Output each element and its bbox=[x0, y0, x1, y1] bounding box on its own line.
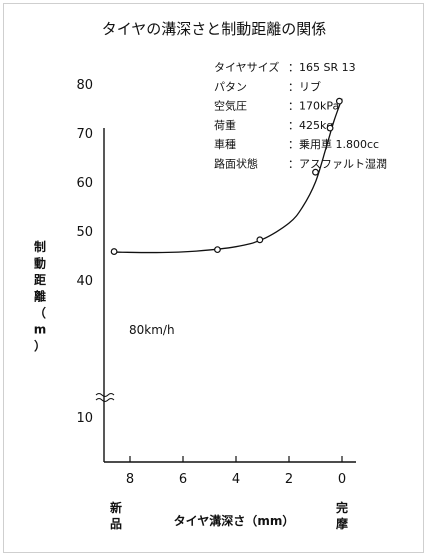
x-tick-label: 0 bbox=[338, 472, 346, 487]
data-point bbox=[110, 248, 118, 255]
chart-frame bbox=[3, 3, 424, 553]
x-tick-label: 6 bbox=[179, 472, 187, 487]
spec-value: ：165 SR 13 bbox=[288, 61, 356, 74]
axis-break-icon bbox=[95, 393, 115, 402]
trend-curve bbox=[114, 98, 343, 254]
spec-key: 路面状態 bbox=[214, 157, 258, 171]
spec-key: 荷重 bbox=[214, 118, 236, 132]
y-tick-label: 80 bbox=[76, 78, 93, 93]
data-point bbox=[326, 124, 334, 132]
spec-value: ：425kg bbox=[288, 119, 333, 132]
new-tire-label: 新品 bbox=[110, 500, 122, 531]
y-axis-label: 制動距離（ m） bbox=[34, 239, 47, 353]
spec-value: ：リブ bbox=[288, 79, 321, 93]
data-point bbox=[214, 246, 221, 254]
spec-key: 車種 bbox=[214, 137, 236, 151]
spec-key: パタン bbox=[214, 80, 247, 93]
y-tick-label: 50 bbox=[76, 225, 93, 240]
x-tick-labels: 8 6 4 2 0 bbox=[126, 456, 346, 487]
chart-title: タイヤの溝深さと制動距離の関係 bbox=[102, 20, 327, 38]
spec-key: タイヤサイズ bbox=[214, 60, 279, 74]
x-tick-label: 2 bbox=[285, 472, 293, 487]
y-tick-label: 60 bbox=[76, 176, 93, 191]
x-tick-label: 8 bbox=[126, 472, 134, 487]
y-tick-label: 70 bbox=[76, 127, 93, 142]
data-point bbox=[312, 168, 319, 176]
y-tick-label: 40 bbox=[76, 274, 93, 289]
x-axis-label: タイヤ溝深さ（mm） bbox=[174, 513, 295, 528]
spec-value: ：170kPa bbox=[288, 100, 339, 113]
plot-axes bbox=[95, 128, 356, 463]
data-point bbox=[256, 236, 264, 244]
worn-out-label: 完摩 bbox=[336, 500, 348, 531]
speed-annotation: 80km/h bbox=[129, 323, 175, 337]
y-tick-label: 10 bbox=[76, 411, 93, 426]
data-points bbox=[110, 97, 343, 255]
spec-value: ：乗用車 1.800cc bbox=[288, 137, 379, 151]
y-tick-labels: 80 70 60 50 40 10 bbox=[76, 78, 93, 426]
x-tick-label: 4 bbox=[232, 472, 240, 487]
spec-key: 空気圧 bbox=[214, 99, 247, 113]
spec-value: ：アスファルト湿潤 bbox=[288, 158, 387, 171]
data-point bbox=[335, 97, 343, 105]
